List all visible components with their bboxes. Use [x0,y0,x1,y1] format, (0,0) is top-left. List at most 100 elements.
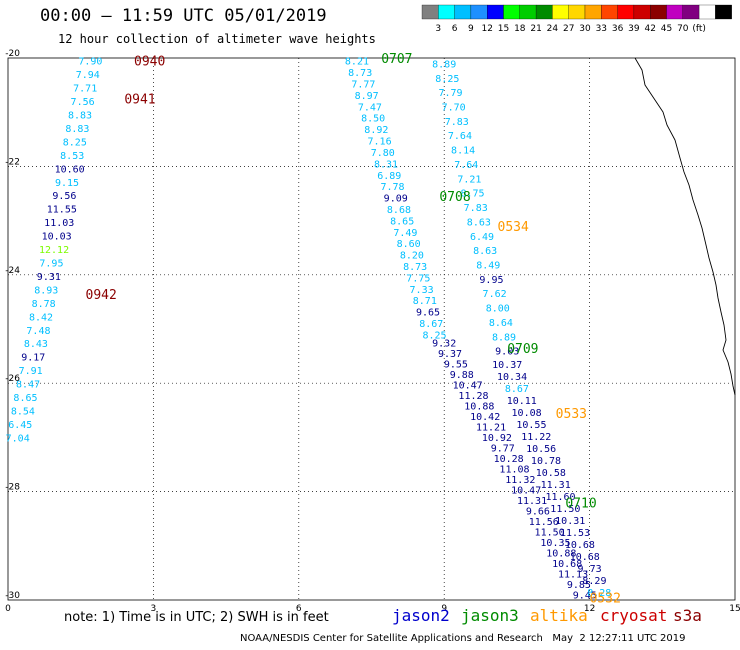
y-tick-label: -26 [5,374,20,384]
scale-label: 39 [628,24,640,34]
swh-value: 7.95 [39,259,63,270]
swh-value: 8.67 [505,384,529,395]
swh-value: 10.35 [540,538,570,549]
swh-value: 7.80 [371,148,395,159]
x-tick-label: 0 [5,604,11,614]
scale-swatch [470,4,488,20]
swh-value: 11.13 [558,570,588,581]
swh-value: 9.73 [578,564,602,575]
swh-value: 7.91 [19,366,43,377]
swh-value: 8.68 [387,205,411,216]
swh-value: 8.73 [403,262,427,273]
swh-value: 8.73 [348,68,372,79]
swh-value: 10.31 [555,516,585,527]
pass-label: 0534 [498,220,529,235]
swh-value: 11.60 [545,492,575,503]
swh-value: 7.75 [406,273,430,284]
scale-label: 9 [468,24,474,34]
scale-swatch [421,4,439,20]
swh-value: 8.53 [60,151,84,162]
swh-value: 7.62 [483,289,507,300]
swh-value: 8.29 [582,576,606,587]
swh-value: 8.31 [374,159,398,170]
swh-value: 8.71 [413,296,437,307]
swh-value: 9.09 [384,194,408,205]
swh-value: 9.31 [37,272,61,283]
scale-swatch [584,4,602,20]
swh-value: 10.60 [55,164,85,175]
pass-label: 0940 [134,55,165,70]
scale-swatch [650,4,667,20]
scale-label: 6 [452,24,458,34]
scale-label: 30 [579,24,591,34]
coastline [634,57,736,396]
swh-value: 8.63 [467,217,491,228]
swh-value: 7.94 [76,70,100,81]
swh-value: 8.54 [11,406,35,417]
scale-swatch [487,4,504,20]
swh-value: 9.85 [567,580,591,591]
swh-value: 6.49 [470,232,494,243]
scale-swatch [698,4,716,20]
swh-value: 11.03 [44,218,74,229]
color-scale: 3 6 9 12 15 18 21 24 27 30 33 36 39 42 45 70 (ft) [421,4,732,34]
swh-value: 9.17 [21,353,45,364]
swh-value: 8.43 [24,339,48,350]
map-subtitle: 12 hour collection of altimeter wave hei… [58,32,376,46]
swh-value: 10.03 [42,232,72,243]
swh-value: 8.67 [419,319,443,330]
swh-value: 8.47 [16,380,40,391]
swh-value: 11.56 [529,517,559,528]
swh-value: 11.50 [550,504,580,515]
swh-value: 7.77 [351,80,375,91]
scale-swatch [617,4,635,20]
satellite-tracks: 7.90 7.94 7.71 7.56 8.83 8.83 8.25 8.53 10.60 9.1… [6,57,612,602]
swh-value: 7.64 [454,160,478,171]
swh-value: 10.34 [497,372,527,383]
swh-value: 10.47 [453,381,483,392]
swh-value: 9.03 [495,347,519,358]
legend-cryosat: cryosat [600,606,668,625]
swh-value: 8.20 [400,251,424,262]
legend-altika: altika [530,606,588,625]
scale-swatch [503,4,520,20]
swh-value: 8.83 [68,111,92,122]
swh-value: 7.78 [380,182,404,193]
swh-value: 11.50 [535,528,565,539]
swh-value: 11.22 [521,432,551,443]
scale-label: 24 [547,24,559,34]
swh-value: 7.79 [438,88,462,99]
swh-value: 9.55 [444,360,468,371]
swh-value: 10.28 [494,454,524,465]
y-tick-label: -20 [5,49,20,59]
swh-value: 9.32 [432,339,456,350]
scale-label: 27 [563,24,574,34]
swh-value: 7.71 [73,84,97,95]
y-tick-label: -24 [5,266,20,276]
swh-value: 12.12 [39,245,69,256]
swh-value: 9.15 [55,178,79,189]
swh-value: 10.78 [531,456,561,467]
swh-value: 6.45 [8,420,32,431]
swh-value: 8.63 [473,246,497,257]
map-title: 00:00 – 11:59 UTC 05/01/2019 [40,6,327,26]
swh-value: 10.47 [511,486,541,497]
swh-value: 8.83 [65,124,89,135]
swh-value: 10.58 [536,468,566,479]
swh-value: 7.33 [410,285,434,296]
swh-value: 10.11 [507,396,537,407]
swh-value: 8.21 [345,57,369,68]
swh-value: 6.89 [377,171,401,182]
swh-value: 11.08 [499,465,529,476]
scale-label: 36 [612,24,624,34]
swh-value: 9.66 [526,507,550,518]
scale-swatch [715,4,732,20]
swh-value: 10.56 [526,444,556,455]
legend-note: note: 1) Time is in UTC; 2) SWH is in fe… [64,610,329,625]
swh-value: 7.83 [464,203,488,214]
swh-value: 8.25 [435,74,459,85]
scale-swatch [633,4,651,20]
swh-value: 7.47 [358,102,382,113]
scale-swatch [682,4,700,20]
